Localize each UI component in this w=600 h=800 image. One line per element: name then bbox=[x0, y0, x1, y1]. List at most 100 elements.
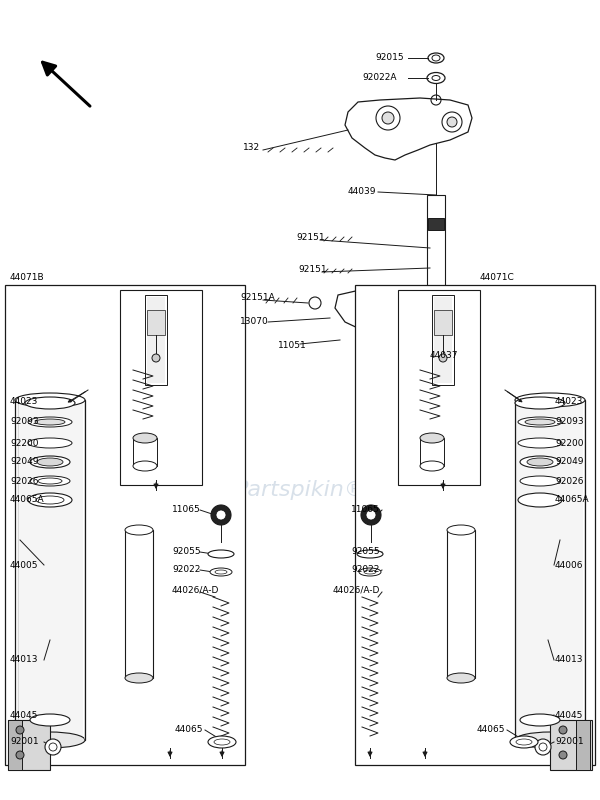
Ellipse shape bbox=[28, 438, 72, 448]
Ellipse shape bbox=[520, 456, 560, 468]
Text: 92026: 92026 bbox=[10, 477, 38, 486]
Circle shape bbox=[559, 751, 567, 759]
Text: 92022A: 92022A bbox=[362, 74, 397, 82]
Ellipse shape bbox=[420, 433, 444, 443]
Bar bbox=[15, 400, 85, 740]
Ellipse shape bbox=[515, 732, 585, 748]
Text: 92022: 92022 bbox=[172, 566, 200, 574]
Text: 92151: 92151 bbox=[298, 266, 326, 274]
Ellipse shape bbox=[15, 732, 85, 748]
Bar bbox=[133, 438, 157, 466]
Text: 92022: 92022 bbox=[352, 566, 380, 574]
Circle shape bbox=[376, 106, 400, 130]
Ellipse shape bbox=[38, 478, 62, 484]
Ellipse shape bbox=[30, 476, 70, 486]
Bar bbox=[17, 402, 83, 738]
Text: 44013: 44013 bbox=[10, 655, 38, 665]
Bar bbox=[447, 530, 475, 678]
Text: 44013: 44013 bbox=[555, 655, 583, 665]
Circle shape bbox=[309, 297, 321, 309]
Circle shape bbox=[539, 743, 547, 751]
Text: 92151: 92151 bbox=[296, 234, 325, 242]
Bar bbox=[576, 720, 590, 770]
Circle shape bbox=[559, 726, 567, 734]
Ellipse shape bbox=[25, 397, 75, 409]
Text: 44023: 44023 bbox=[10, 398, 38, 406]
Text: 44037: 44037 bbox=[430, 350, 458, 359]
Circle shape bbox=[216, 510, 226, 520]
Text: 44065A: 44065A bbox=[10, 495, 44, 505]
Text: 44026/A-D: 44026/A-D bbox=[172, 586, 220, 594]
Ellipse shape bbox=[447, 673, 475, 683]
Ellipse shape bbox=[515, 393, 585, 407]
Ellipse shape bbox=[510, 736, 538, 748]
Ellipse shape bbox=[432, 75, 440, 81]
Ellipse shape bbox=[30, 714, 70, 726]
Ellipse shape bbox=[527, 458, 553, 466]
Text: 44039: 44039 bbox=[348, 187, 377, 197]
Ellipse shape bbox=[215, 570, 227, 574]
Circle shape bbox=[535, 739, 551, 755]
Circle shape bbox=[16, 726, 24, 734]
Ellipse shape bbox=[208, 736, 236, 748]
Ellipse shape bbox=[518, 438, 562, 448]
Ellipse shape bbox=[525, 419, 555, 425]
Text: 44045: 44045 bbox=[10, 710, 38, 719]
Bar bbox=[427, 195, 445, 295]
Ellipse shape bbox=[37, 458, 63, 466]
Text: 92055: 92055 bbox=[352, 547, 380, 557]
Bar bbox=[517, 402, 583, 738]
Text: 11065: 11065 bbox=[172, 506, 201, 514]
Bar bbox=[428, 218, 444, 230]
Text: 11065: 11065 bbox=[351, 506, 380, 514]
Circle shape bbox=[447, 117, 457, 127]
Text: 92093: 92093 bbox=[555, 418, 584, 426]
Text: 92093: 92093 bbox=[10, 418, 38, 426]
Circle shape bbox=[45, 739, 61, 755]
Circle shape bbox=[421, 306, 439, 324]
Text: 92200: 92200 bbox=[10, 438, 38, 447]
Ellipse shape bbox=[30, 456, 70, 468]
Ellipse shape bbox=[133, 461, 157, 471]
Text: 44006: 44006 bbox=[555, 561, 583, 570]
Ellipse shape bbox=[447, 525, 475, 535]
Text: 44071C: 44071C bbox=[480, 274, 515, 282]
Bar bbox=[145, 295, 167, 385]
Text: 44065: 44065 bbox=[476, 726, 505, 734]
Circle shape bbox=[362, 304, 374, 316]
Circle shape bbox=[211, 505, 231, 525]
Ellipse shape bbox=[516, 739, 532, 745]
Ellipse shape bbox=[518, 417, 562, 427]
Ellipse shape bbox=[359, 568, 381, 576]
Circle shape bbox=[361, 505, 381, 525]
Bar bbox=[434, 297, 452, 383]
Ellipse shape bbox=[15, 393, 85, 407]
Text: 44045: 44045 bbox=[555, 710, 583, 719]
Bar bbox=[5, 285, 245, 765]
Text: 132: 132 bbox=[243, 143, 260, 153]
Bar bbox=[147, 297, 165, 383]
Bar bbox=[147, 310, 165, 335]
Text: 92026: 92026 bbox=[555, 477, 583, 486]
Bar bbox=[398, 290, 480, 485]
Bar bbox=[8, 720, 22, 770]
Text: 92151A: 92151A bbox=[240, 294, 275, 302]
Circle shape bbox=[382, 112, 394, 124]
Bar bbox=[120, 290, 202, 485]
Bar bbox=[434, 310, 452, 335]
Text: 44065: 44065 bbox=[175, 726, 203, 734]
Text: 44071B: 44071B bbox=[10, 274, 44, 282]
Text: 44026/A-D: 44026/A-D bbox=[332, 586, 380, 594]
Ellipse shape bbox=[210, 568, 232, 576]
Ellipse shape bbox=[518, 493, 562, 507]
Bar bbox=[355, 285, 595, 765]
Bar bbox=[515, 400, 585, 740]
Text: 92001: 92001 bbox=[555, 738, 584, 746]
Bar bbox=[8, 720, 50, 770]
Text: Partspikin®: Partspikin® bbox=[234, 480, 366, 500]
Ellipse shape bbox=[520, 476, 560, 486]
Text: 92049: 92049 bbox=[555, 458, 583, 466]
Circle shape bbox=[49, 743, 57, 751]
Ellipse shape bbox=[432, 55, 440, 61]
Text: 44065A: 44065A bbox=[555, 495, 590, 505]
